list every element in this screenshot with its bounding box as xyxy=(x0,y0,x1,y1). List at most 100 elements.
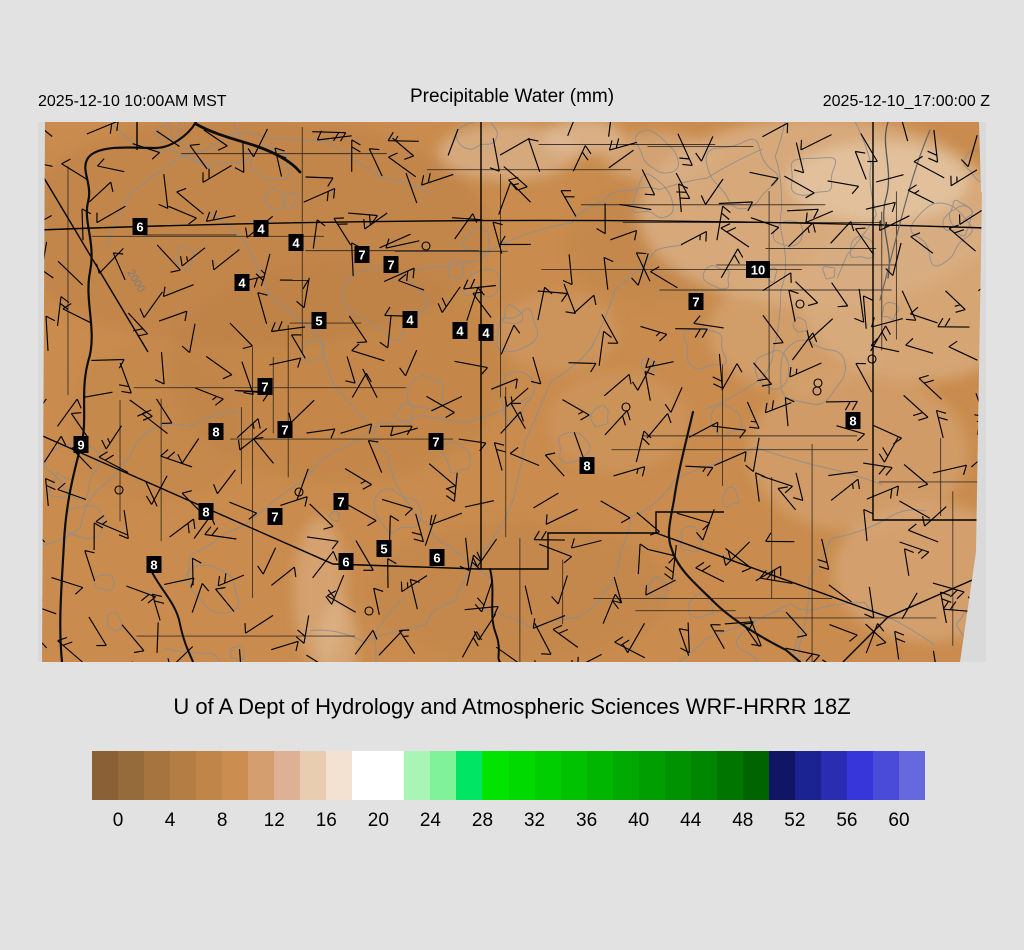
svg-text:5: 5 xyxy=(380,542,387,557)
colorbar-band xyxy=(716,751,743,800)
station-value: 6 xyxy=(429,549,445,566)
colorbar xyxy=(92,751,925,800)
station-value: 7 xyxy=(383,256,399,273)
colorbar-band xyxy=(898,751,925,800)
colorbar-band xyxy=(300,751,327,800)
colorbar-tick-label: 40 xyxy=(628,810,650,831)
station-value: 9 xyxy=(73,436,89,453)
colorbar-tick-label: 4 xyxy=(164,810,176,831)
colorbar-tick-label: 60 xyxy=(888,810,910,831)
colorbar-band xyxy=(404,751,431,800)
station-value: 4 xyxy=(452,322,468,339)
colorbar-band xyxy=(274,751,301,800)
svg-text:7: 7 xyxy=(692,295,699,310)
svg-text:8: 8 xyxy=(150,558,157,573)
calm-wind-circles-layer xyxy=(114,241,877,616)
svg-text:9: 9 xyxy=(77,438,84,453)
colorbar-band xyxy=(820,751,847,800)
colorbar-tick-label: 20 xyxy=(367,810,389,831)
colorbar-band xyxy=(664,751,691,800)
station-value: 6 xyxy=(132,218,148,235)
station-value: 10 xyxy=(746,261,770,278)
station-value: 7 xyxy=(277,421,293,438)
caption: U of A Dept of Hydrology and Atmospheric… xyxy=(173,694,851,719)
svg-text:7: 7 xyxy=(358,248,365,263)
svg-text:7: 7 xyxy=(337,495,344,510)
domain-edge-mask xyxy=(38,122,986,662)
svg-text:8: 8 xyxy=(583,459,590,474)
svg-text:10: 10 xyxy=(751,263,765,278)
station-values-layer: 6 4 4 7 7 4 10 7 5 4 4 4 7 8 8 7 9 7 8 7 8 7 5 6 6 8 xyxy=(73,218,861,573)
station-value: 8 xyxy=(579,457,595,474)
station-value: 4 xyxy=(288,234,304,251)
colorbar-band xyxy=(508,751,535,800)
valid-time-local: 2025-12-10 10:00AM MST xyxy=(38,93,227,110)
svg-text:4: 4 xyxy=(257,222,265,237)
colorbar-band xyxy=(456,751,483,800)
colorbar-tick-label: 16 xyxy=(315,810,337,831)
svg-text:7: 7 xyxy=(387,258,394,273)
svg-text:7: 7 xyxy=(281,423,288,438)
svg-text:4: 4 xyxy=(482,326,490,341)
colorbar-band xyxy=(144,751,171,800)
colorbar-tick-label: 24 xyxy=(419,810,441,831)
colorbar-tick-label: 12 xyxy=(263,810,285,831)
rivers-layer xyxy=(59,122,931,662)
colorbar-band xyxy=(560,751,587,800)
station-value: 4 xyxy=(234,274,250,291)
colorbar-tick-label: 48 xyxy=(732,810,754,831)
colorbar-tick-label: 28 xyxy=(471,810,494,831)
station-value: 7 xyxy=(333,493,349,510)
colorbar-band xyxy=(846,751,873,800)
colorbar-band xyxy=(92,751,119,800)
colorbar-band xyxy=(196,751,223,800)
colorbar-tick-labels: 0 4 8 12 16 20 24 28 32 36 40 44 48 52 56 60 xyxy=(92,810,925,836)
station-value: 8 xyxy=(208,423,224,440)
station-value: 8 xyxy=(146,556,162,573)
colorbar-tick-label: 56 xyxy=(836,810,858,831)
station-value: 7 xyxy=(267,508,283,525)
station-value: 8 xyxy=(845,412,861,429)
station-value: 4 xyxy=(402,311,418,328)
colorbar-band xyxy=(248,751,275,800)
colorbar-tick-label: 8 xyxy=(216,810,228,831)
svg-text:6: 6 xyxy=(433,551,440,566)
colorbar-band xyxy=(638,751,665,800)
station-value: 6 xyxy=(338,553,354,570)
svg-text:4: 4 xyxy=(238,276,246,291)
colorbar-band xyxy=(612,751,639,800)
colorbar-band xyxy=(352,751,379,800)
station-value: 7 xyxy=(257,378,273,395)
station-value: 4 xyxy=(478,324,494,341)
colorbar-tick-label: 44 xyxy=(680,810,702,831)
svg-text:4: 4 xyxy=(406,313,414,328)
colorbar-band xyxy=(690,751,717,800)
colorbar-band xyxy=(794,751,821,800)
colorbar-band xyxy=(326,751,353,800)
svg-text:8: 8 xyxy=(202,505,209,520)
colorbar-band xyxy=(534,751,561,800)
colorbar-band xyxy=(118,751,145,800)
colorbar-band xyxy=(872,751,899,800)
station-value: 7 xyxy=(428,433,444,450)
station-value: 4 xyxy=(253,220,269,237)
county-borders-layer xyxy=(67,127,986,662)
colorbar-band xyxy=(742,751,769,800)
page-title: Precipitable Water (mm) xyxy=(409,86,615,107)
weather-map: 2000 6 4 4 7 7 4 10 7 5 4 4 4 7 8 8 7 9 7 8 7 8 7 5 6 6 8 xyxy=(38,122,986,662)
colorbar-band xyxy=(378,751,405,800)
station-value: 7 xyxy=(354,246,370,263)
svg-text:4: 4 xyxy=(292,236,300,251)
colorbar-band xyxy=(170,751,197,800)
svg-text:6: 6 xyxy=(342,555,349,570)
svg-text:7: 7 xyxy=(432,435,439,450)
station-value: 8 xyxy=(198,503,214,520)
svg-text:7: 7 xyxy=(271,510,278,525)
svg-text:5: 5 xyxy=(315,314,322,329)
colorbar-tick-label: 36 xyxy=(576,810,598,831)
svg-text:8: 8 xyxy=(849,414,856,429)
svg-text:7: 7 xyxy=(261,380,268,395)
colorbar-band xyxy=(586,751,613,800)
elevation-contours-layer xyxy=(38,122,986,662)
